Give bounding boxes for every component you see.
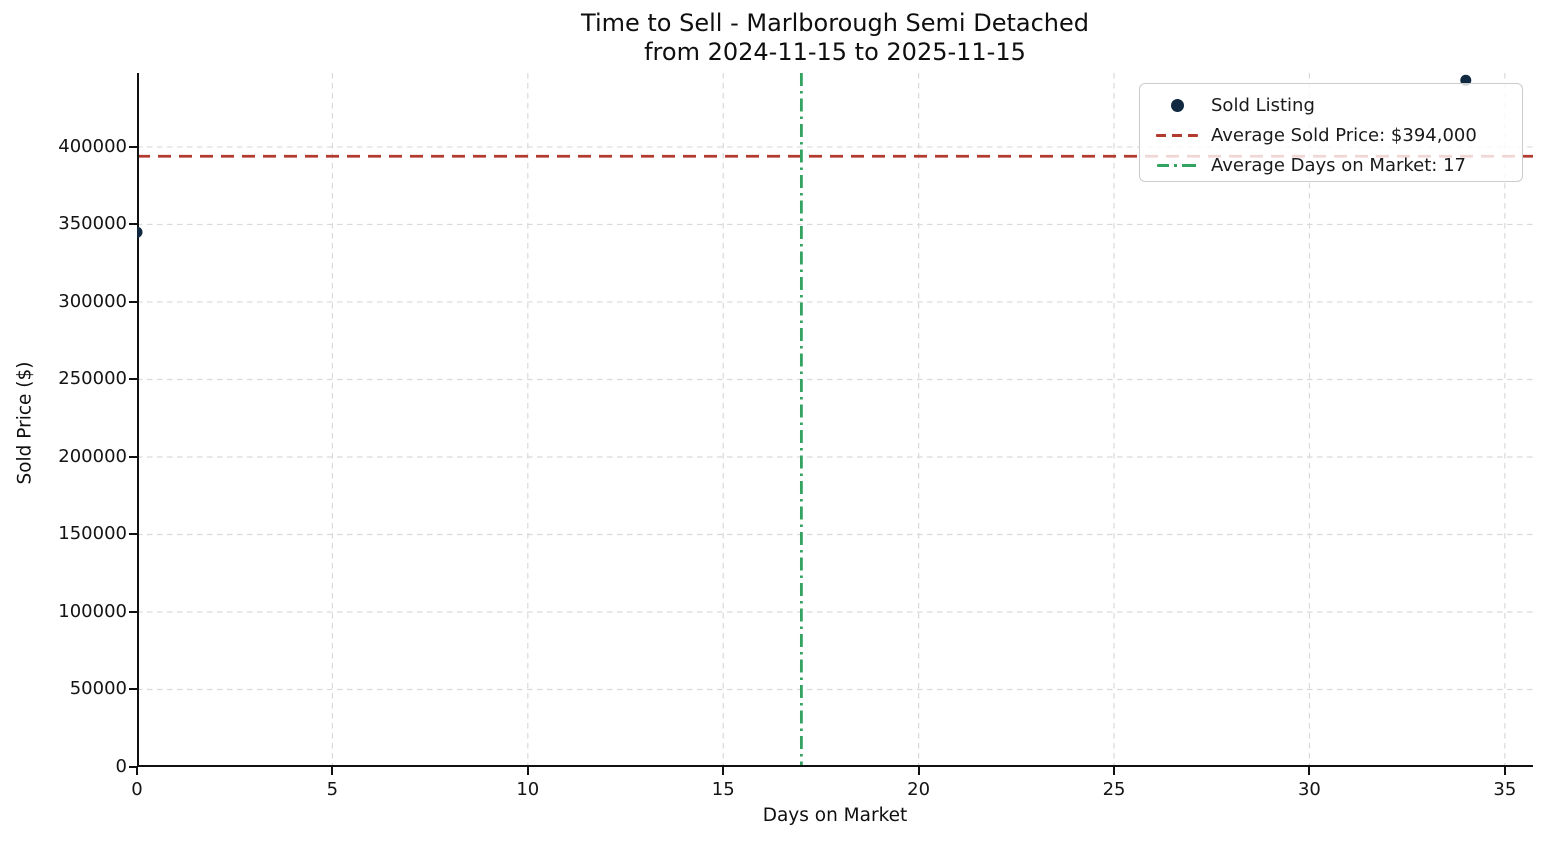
x-tick-mark [136, 767, 138, 775]
sold-listing-point [137, 226, 143, 238]
x-tick-label: 10 [516, 779, 540, 800]
x-tick-label: 30 [1297, 779, 1321, 800]
y-tick-mark [129, 610, 137, 613]
y-tick-mark [129, 145, 137, 148]
legend-item-sold-listing: Sold Listing [1153, 90, 1522, 120]
x-tick-mark [331, 767, 334, 775]
x-tick-mark [1308, 767, 1311, 775]
legend-marker-column [1153, 98, 1201, 112]
y-tick-label: 50000 [69, 678, 127, 700]
avg-days-dashdot-icon [1157, 163, 1197, 167]
y-tick-label: 150000 [58, 523, 127, 545]
y-tick-mark [129, 300, 137, 303]
y-tick-label: 350000 [58, 213, 127, 235]
chart-title-line1: Time to Sell - Marlborough Semi Detached [581, 9, 1089, 37]
y-tick-mark [129, 688, 137, 691]
x-axis-label: Days on Market [762, 805, 908, 826]
x-tick-label: 15 [711, 779, 735, 800]
legend-marker-column [1153, 133, 1201, 137]
y-tick-mark [129, 378, 137, 381]
legend-label-sold-listing: Sold Listing [1211, 94, 1315, 116]
y-tick-label: 400000 [58, 135, 127, 157]
y-tick-label: 0 [115, 756, 127, 777]
y-tick-label: 300000 [58, 290, 127, 312]
y-tick-label: 200000 [58, 445, 127, 467]
x-tick-mark [1113, 767, 1116, 775]
x-tick-label: 35 [1493, 779, 1517, 800]
x-tick-label: 25 [1102, 779, 1126, 800]
y-tick-label: 250000 [58, 368, 127, 390]
x-tick-mark [917, 767, 920, 775]
x-tick-label: 0 [131, 779, 143, 800]
chart-title: Time to Sell - Marlborough Semi Detached… [137, 9, 1533, 67]
chart-title-line2: from 2024-11-15 to 2025-11-15 [644, 38, 1026, 66]
y-tick-label: 100000 [58, 600, 127, 622]
y-tick-mark [129, 223, 137, 226]
legend-label-avg-days: Average Days on Market: 17 [1211, 154, 1466, 176]
x-tick-mark [722, 767, 725, 775]
x-tick-label: 20 [907, 779, 931, 800]
sold-listing-dot-icon [1170, 98, 1184, 112]
legend: Sold Listing Average Sold Price: $394,00… [1139, 83, 1523, 182]
x-tick-label: 5 [326, 779, 339, 800]
legend-label-avg-sold-price: Average Sold Price: $394,000 [1211, 124, 1477, 146]
x-tick-mark [1503, 767, 1506, 775]
y-tick-mark [129, 455, 137, 458]
legend-marker-column [1153, 163, 1201, 167]
y-tick-mark [129, 766, 137, 768]
x-tick-mark [526, 767, 529, 775]
y-tick-mark [129, 533, 137, 536]
avg-sold-price-dash-icon [1156, 133, 1198, 137]
legend-item-avg-sold-price: Average Sold Price: $394,000 [1153, 120, 1522, 150]
legend-item-avg-days: Average Days on Market: 17 [1153, 150, 1522, 180]
